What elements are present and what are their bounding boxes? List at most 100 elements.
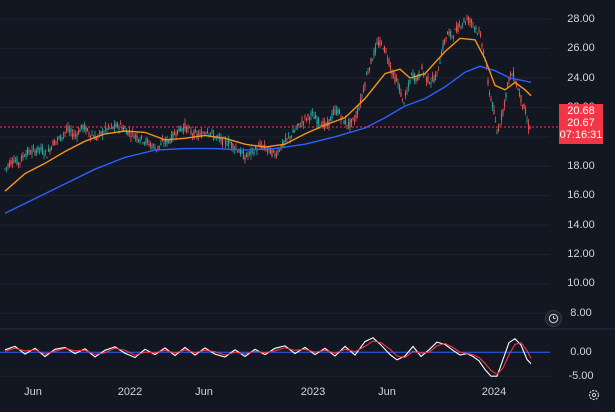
candle-body xyxy=(275,154,278,157)
candle-body xyxy=(410,73,413,74)
gear-icon xyxy=(588,389,600,401)
candle-body xyxy=(160,143,162,146)
candle-body xyxy=(11,162,14,164)
candle-body xyxy=(403,102,405,104)
candle-body xyxy=(508,76,510,82)
candle-body xyxy=(262,145,264,147)
candle-body xyxy=(272,149,275,152)
candle-body xyxy=(154,147,156,151)
candle-body xyxy=(10,160,12,165)
candle-body xyxy=(203,132,206,134)
ma-long-line xyxy=(4,65,532,214)
candle-body xyxy=(467,17,470,24)
candle-body xyxy=(454,29,456,30)
candle-body xyxy=(512,71,515,79)
candle-body xyxy=(457,24,459,33)
candle-body xyxy=(71,134,74,137)
candle-body xyxy=(86,128,89,131)
candle-body xyxy=(433,78,435,83)
gear-icon[interactable] xyxy=(588,388,600,401)
x-tick-label: 2024 xyxy=(481,386,507,398)
candle-body xyxy=(496,132,498,134)
candle-body xyxy=(437,70,440,71)
candle-body xyxy=(434,74,437,81)
candle-body xyxy=(196,133,198,136)
candle-body xyxy=(500,113,503,120)
candle-body xyxy=(22,155,24,158)
candle-body xyxy=(415,77,417,82)
candle-body xyxy=(380,42,383,44)
candle-body xyxy=(82,125,84,130)
candle-body xyxy=(313,116,315,120)
y-tick-label: 24.00 xyxy=(567,71,595,84)
candle-body xyxy=(308,117,311,121)
candle-body xyxy=(149,143,152,146)
candle-body xyxy=(7,164,9,167)
candle-body xyxy=(358,107,360,110)
candle-body xyxy=(13,160,15,163)
candle-body xyxy=(193,130,195,139)
candle-body xyxy=(40,146,42,150)
candle-body xyxy=(341,116,344,118)
candle-body xyxy=(170,134,173,142)
candle-body xyxy=(317,117,320,125)
candle-body xyxy=(332,110,335,115)
candle-body xyxy=(481,44,483,47)
candle-body xyxy=(440,51,443,56)
candle-body xyxy=(502,109,504,114)
candle-body xyxy=(43,154,45,156)
candle-body xyxy=(284,137,287,142)
candle-body xyxy=(371,59,374,61)
candle-body xyxy=(386,58,389,60)
candle-body xyxy=(427,76,429,83)
candle-body xyxy=(517,88,519,91)
candle-body xyxy=(395,78,398,81)
candle-body xyxy=(416,75,419,80)
candle-body xyxy=(482,50,485,55)
candle-body xyxy=(406,91,408,93)
candle-body xyxy=(278,150,281,152)
candle-body xyxy=(98,131,101,133)
candle-body xyxy=(121,127,123,130)
candle-body xyxy=(74,134,77,136)
candle-body xyxy=(526,120,528,122)
candle-body xyxy=(173,133,176,135)
candle-body xyxy=(314,115,317,119)
y-tick-label: 12.00 xyxy=(567,247,595,260)
candle-body xyxy=(445,37,447,39)
candle-body xyxy=(200,131,203,138)
candle-body xyxy=(148,143,150,146)
candle-body xyxy=(347,122,350,127)
candle-body xyxy=(77,130,80,135)
candle-body xyxy=(370,58,372,64)
candle-body xyxy=(307,114,309,117)
candle-body xyxy=(431,76,434,79)
candle-body xyxy=(217,135,219,137)
candle-body xyxy=(145,139,147,144)
candle-body xyxy=(274,153,276,157)
last-price-value: 20.68 xyxy=(567,105,595,117)
candle-body xyxy=(194,130,197,132)
candle-body xyxy=(85,127,87,133)
candle-body xyxy=(80,124,83,129)
candle-body xyxy=(100,131,102,135)
candle-body xyxy=(115,123,117,128)
candle-body xyxy=(373,50,375,56)
candle-body xyxy=(368,67,371,71)
candle-body xyxy=(505,92,507,99)
clock-icon[interactable] xyxy=(545,310,562,327)
candle-body xyxy=(334,109,336,111)
candle-body xyxy=(64,131,66,133)
candle-body xyxy=(224,139,227,144)
candle-body xyxy=(65,128,68,131)
x-tick-label: Jun xyxy=(378,386,396,398)
candle-body xyxy=(140,135,143,139)
candle-body xyxy=(161,139,164,141)
candle-body xyxy=(46,157,48,159)
candle-body xyxy=(136,135,138,140)
candle-body xyxy=(62,134,65,136)
candle-body xyxy=(23,156,26,157)
candle-body xyxy=(17,162,20,165)
candle-body xyxy=(412,73,414,79)
